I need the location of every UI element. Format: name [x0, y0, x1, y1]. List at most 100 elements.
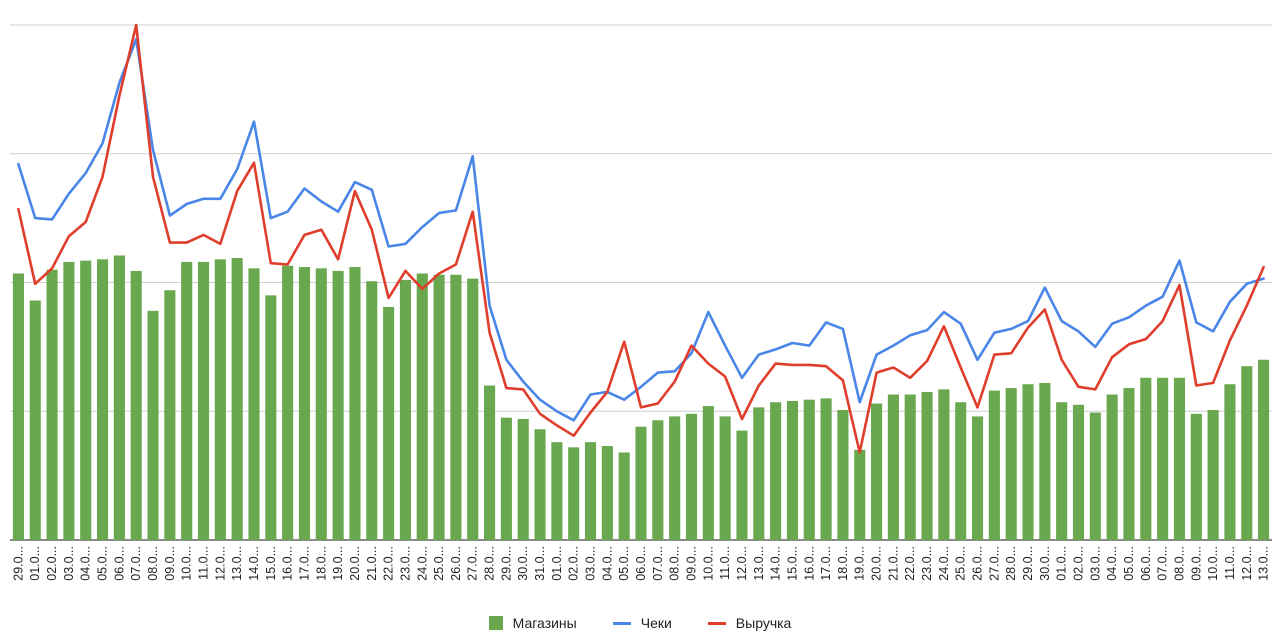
bar-stores[interactable]: [12, 273, 24, 540]
legend-item-stores[interactable]: Магазины: [488, 615, 577, 631]
bar-stores[interactable]: [736, 430, 748, 540]
bar-stores[interactable]: [1173, 377, 1186, 540]
x-tick-label: 14.0...: [769, 546, 783, 581]
bar-stores[interactable]: [80, 260, 92, 540]
x-tick-label: 07.0...: [129, 546, 143, 581]
bar-stores[interactable]: [282, 265, 294, 540]
bar-stores[interactable]: [433, 274, 445, 540]
bar-stores[interactable]: [921, 391, 933, 540]
bar-stores[interactable]: [1157, 377, 1169, 540]
bar-stores[interactable]: [1241, 366, 1253, 540]
bar-stores[interactable]: [332, 270, 344, 540]
bar-stores[interactable]: [786, 400, 798, 540]
bar-stores[interactable]: [113, 255, 125, 540]
bar-stores[interactable]: [770, 402, 782, 540]
bar-stores[interactable]: [871, 403, 883, 540]
x-tick-label: 25.0...: [954, 546, 968, 581]
bar-stores[interactable]: [1005, 388, 1017, 540]
x-tick-label: 20.0...: [348, 546, 362, 581]
bar-stores[interactable]: [467, 278, 479, 540]
legend-label-stores: Магазины: [512, 615, 577, 631]
bar-stores[interactable]: [29, 300, 41, 540]
bar-stores[interactable]: [63, 261, 75, 540]
bar-stores[interactable]: [1106, 394, 1118, 540]
x-tick-label: 04.0...: [1105, 546, 1119, 581]
x-tick-label: 30.0...: [516, 546, 530, 581]
bar-stores[interactable]: [248, 268, 260, 540]
bar-stores[interactable]: [214, 259, 226, 540]
bar-stores[interactable]: [652, 420, 664, 540]
bar-stores[interactable]: [820, 398, 832, 540]
bar-stores[interactable]: [181, 261, 193, 540]
bar-stores[interactable]: [1022, 384, 1034, 540]
legend-item-receipts[interactable]: Чеки: [612, 615, 672, 631]
bar-stores[interactable]: [1207, 409, 1219, 540]
x-tick-label: 05.0...: [1122, 546, 1136, 581]
bar-stores[interactable]: [349, 267, 361, 540]
bar-stores[interactable]: [534, 429, 546, 540]
bar-stores[interactable]: [1039, 382, 1051, 540]
bar-stores[interactable]: [1123, 388, 1135, 540]
bar-stores[interactable]: [971, 416, 984, 540]
bar-stores[interactable]: [955, 402, 967, 540]
x-tick-label: 17.0...: [819, 546, 833, 581]
bar-stores[interactable]: [130, 270, 142, 540]
bar-stores[interactable]: [988, 390, 1000, 540]
bar-stores[interactable]: [584, 442, 597, 540]
bar-stores[interactable]: [753, 407, 765, 540]
bar-stores[interactable]: [568, 447, 580, 540]
bar-stores[interactable]: [383, 306, 395, 540]
x-axis-tick-labels: 29.0... 01.0... 02.0... 03.0... 04.0... 05.0.…: [11, 546, 1270, 581]
bar-stores[interactable]: [551, 442, 563, 540]
bar-stores[interactable]: [601, 446, 613, 540]
bar-stores[interactable]: [685, 413, 698, 540]
bar-stores[interactable]: [1056, 402, 1068, 540]
bar-stores[interactable]: [366, 281, 378, 540]
bar-stores[interactable]: [1224, 384, 1236, 540]
bar-stores[interactable]: [618, 452, 630, 540]
bar-stores[interactable]: [298, 267, 311, 540]
x-tick-label: 21.0...: [365, 546, 379, 581]
x-tick-label: 26.0...: [971, 546, 985, 581]
x-tick-label: 06.0...: [1139, 546, 1153, 581]
bar-stores[interactable]: [938, 389, 950, 540]
bar-stores[interactable]: [1089, 412, 1101, 540]
bar-stores[interactable]: [1140, 377, 1152, 540]
bar-stores[interactable]: [399, 279, 411, 540]
bar-stores[interactable]: [416, 273, 428, 540]
legend-item-revenue[interactable]: Выручка: [707, 615, 791, 631]
bar-stores[interactable]: [1258, 359, 1270, 540]
bar-stores[interactable]: [517, 418, 529, 540]
bar-stores[interactable]: [96, 259, 109, 540]
x-tick-label: 29.0...: [11, 546, 25, 581]
bar-stores[interactable]: [46, 269, 58, 540]
bar-stores[interactable]: [904, 394, 916, 540]
bar-stores[interactable]: [197, 261, 210, 540]
bar-stores[interactable]: [1072, 404, 1085, 540]
bar-stores[interactable]: [315, 268, 327, 540]
bar-stores[interactable]: [231, 258, 243, 540]
line-revenue[interactable]: [17, 23, 1265, 454]
x-tick-label: 18.0...: [836, 546, 850, 581]
bar-stores[interactable]: [265, 295, 277, 540]
bar-stores[interactable]: [669, 416, 681, 540]
bar-stores[interactable]: [702, 406, 714, 540]
bar-stores[interactable]: [500, 417, 512, 540]
bar-stores[interactable]: [1190, 413, 1202, 540]
bar-stores[interactable]: [164, 290, 176, 540]
x-tick-label: 05.0...: [617, 546, 631, 581]
bar-stores[interactable]: [837, 409, 849, 540]
x-tick-label: 19.0...: [853, 546, 867, 581]
bar-stores[interactable]: [719, 416, 731, 540]
bar-stores[interactable]: [635, 426, 647, 540]
bar-stores[interactable]: [887, 394, 899, 540]
bar-stores[interactable]: [803, 399, 815, 540]
bar-stores[interactable]: [450, 274, 462, 540]
x-tick-label: 04.0...: [79, 546, 93, 581]
bar-stores[interactable]: [147, 310, 159, 540]
x-tick-label: 03.0...: [1088, 546, 1102, 581]
bar-stores[interactable]: [484, 385, 496, 541]
line-receipts[interactable]: [17, 37, 1265, 422]
bar-stores[interactable]: [854, 449, 866, 540]
x-tick-label: 10.0...: [701, 546, 715, 581]
